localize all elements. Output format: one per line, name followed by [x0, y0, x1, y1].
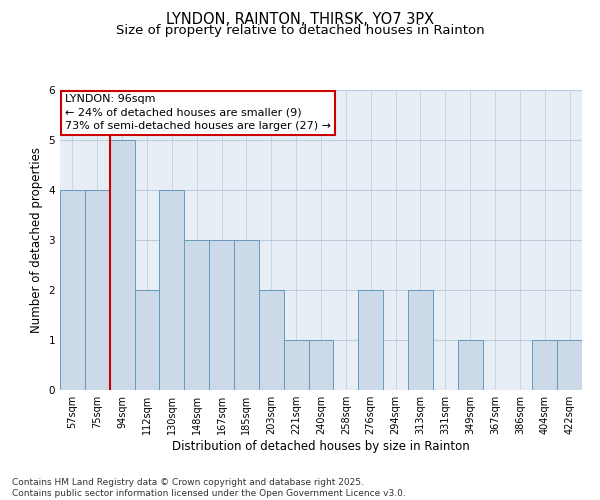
- Y-axis label: Number of detached properties: Number of detached properties: [30, 147, 43, 333]
- Bar: [134, 290, 160, 390]
- Text: Size of property relative to detached houses in Rainton: Size of property relative to detached ho…: [116, 24, 484, 37]
- Bar: [259, 290, 284, 390]
- Bar: [358, 290, 383, 390]
- Bar: [308, 340, 334, 390]
- Text: Contains HM Land Registry data © Crown copyright and database right 2025.
Contai: Contains HM Land Registry data © Crown c…: [12, 478, 406, 498]
- Bar: [557, 340, 582, 390]
- Bar: [284, 340, 308, 390]
- Bar: [110, 140, 134, 390]
- Text: LYNDON, RAINTON, THIRSK, YO7 3PX: LYNDON, RAINTON, THIRSK, YO7 3PX: [166, 12, 434, 28]
- Bar: [160, 190, 184, 390]
- Text: LYNDON: 96sqm
← 24% of detached houses are smaller (9)
73% of semi-detached hous: LYNDON: 96sqm ← 24% of detached houses a…: [65, 94, 331, 131]
- Bar: [458, 340, 482, 390]
- Bar: [184, 240, 209, 390]
- Bar: [209, 240, 234, 390]
- X-axis label: Distribution of detached houses by size in Rainton: Distribution of detached houses by size …: [172, 440, 470, 453]
- Bar: [85, 190, 110, 390]
- Bar: [234, 240, 259, 390]
- Bar: [408, 290, 433, 390]
- Bar: [60, 190, 85, 390]
- Bar: [532, 340, 557, 390]
